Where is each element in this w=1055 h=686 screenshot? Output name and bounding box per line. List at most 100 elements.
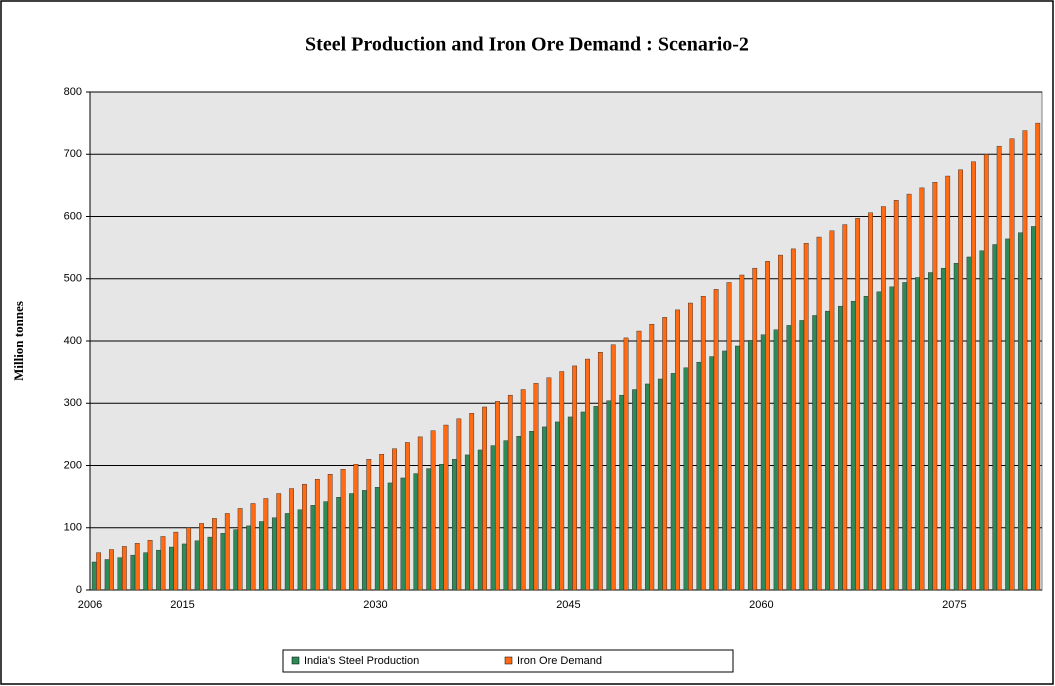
bar (825, 310, 830, 591)
bar (696, 361, 702, 591)
bar (585, 358, 590, 591)
bar (314, 478, 320, 591)
bar (932, 182, 938, 591)
bar (147, 540, 153, 591)
bar (850, 300, 856, 591)
bar (529, 431, 535, 591)
bar (430, 430, 436, 591)
bar (156, 549, 161, 591)
bar (439, 464, 444, 591)
bar (194, 540, 200, 591)
bar (400, 477, 406, 591)
bar (392, 448, 397, 591)
bar (212, 518, 217, 591)
bar (636, 330, 642, 591)
bar (726, 282, 732, 591)
bar (284, 513, 290, 591)
bar (289, 488, 294, 591)
bar (722, 350, 728, 591)
bar (670, 373, 676, 591)
bar (580, 411, 586, 591)
bar (224, 513, 230, 591)
bar (876, 291, 882, 591)
y-tick-label: 300 (64, 397, 82, 409)
bar (928, 272, 933, 591)
bar (353, 464, 359, 591)
bar (958, 169, 963, 591)
bar (992, 244, 998, 591)
x-tick-label: 2030 (363, 599, 387, 611)
bar (906, 193, 912, 591)
y-axis-label: Million tonnes (11, 301, 26, 381)
bar (863, 295, 869, 591)
bar (507, 394, 513, 591)
bar (996, 145, 1002, 591)
bar (542, 426, 547, 591)
bar (1030, 226, 1036, 591)
legend-label: India's Steel Production (304, 655, 419, 667)
bar (96, 552, 102, 591)
bar (207, 536, 213, 591)
bar (606, 400, 612, 591)
bar (1018, 232, 1023, 591)
y-tick-label: 800 (64, 86, 82, 98)
bar (619, 394, 625, 591)
bar (276, 493, 282, 591)
x-tick-label: 2075 (942, 599, 966, 611)
x-tick-label: 2015 (170, 599, 194, 611)
legend-label: Iron Ore Demand (517, 655, 602, 667)
bar (366, 459, 372, 591)
bar (966, 256, 972, 591)
y-tick-label: 500 (64, 273, 82, 285)
y-tick-label: 200 (64, 459, 82, 471)
bar (709, 356, 715, 591)
bar (700, 295, 706, 591)
bar (271, 517, 277, 591)
bar (1005, 238, 1011, 591)
bar (160, 536, 166, 591)
bar (220, 533, 226, 591)
bar (464, 454, 470, 591)
bar (799, 320, 805, 591)
bar (662, 317, 668, 591)
bar (143, 552, 149, 591)
bar (623, 337, 629, 591)
bar (130, 554, 136, 591)
bar (121, 546, 127, 591)
chart-title: Steel Production and Iron Ore Demand : S… (305, 34, 749, 56)
bar (645, 383, 650, 591)
legend-swatch (291, 656, 300, 665)
bar (915, 277, 920, 591)
bar (713, 289, 719, 591)
bar (1035, 122, 1041, 591)
bar (632, 389, 637, 591)
bar (979, 250, 985, 591)
bar (752, 267, 758, 591)
bar (169, 546, 174, 591)
bar (919, 187, 925, 591)
bar (868, 212, 873, 591)
bar (838, 305, 843, 591)
bar (816, 236, 822, 591)
y-tick-label: 400 (64, 335, 82, 347)
bar (773, 329, 779, 591)
bar (790, 248, 796, 591)
bar (786, 325, 792, 591)
bar (404, 442, 410, 591)
bar (945, 175, 951, 591)
bar (456, 418, 462, 591)
bar (109, 549, 114, 591)
bar (469, 413, 475, 591)
bar (482, 406, 487, 591)
bar (803, 243, 809, 591)
bar (520, 389, 526, 591)
bar (417, 436, 423, 591)
bar (452, 459, 457, 591)
bar (349, 493, 354, 591)
bar (546, 377, 552, 591)
bar (902, 282, 908, 591)
bar (443, 424, 449, 591)
bar (940, 267, 946, 591)
bar (983, 154, 989, 591)
